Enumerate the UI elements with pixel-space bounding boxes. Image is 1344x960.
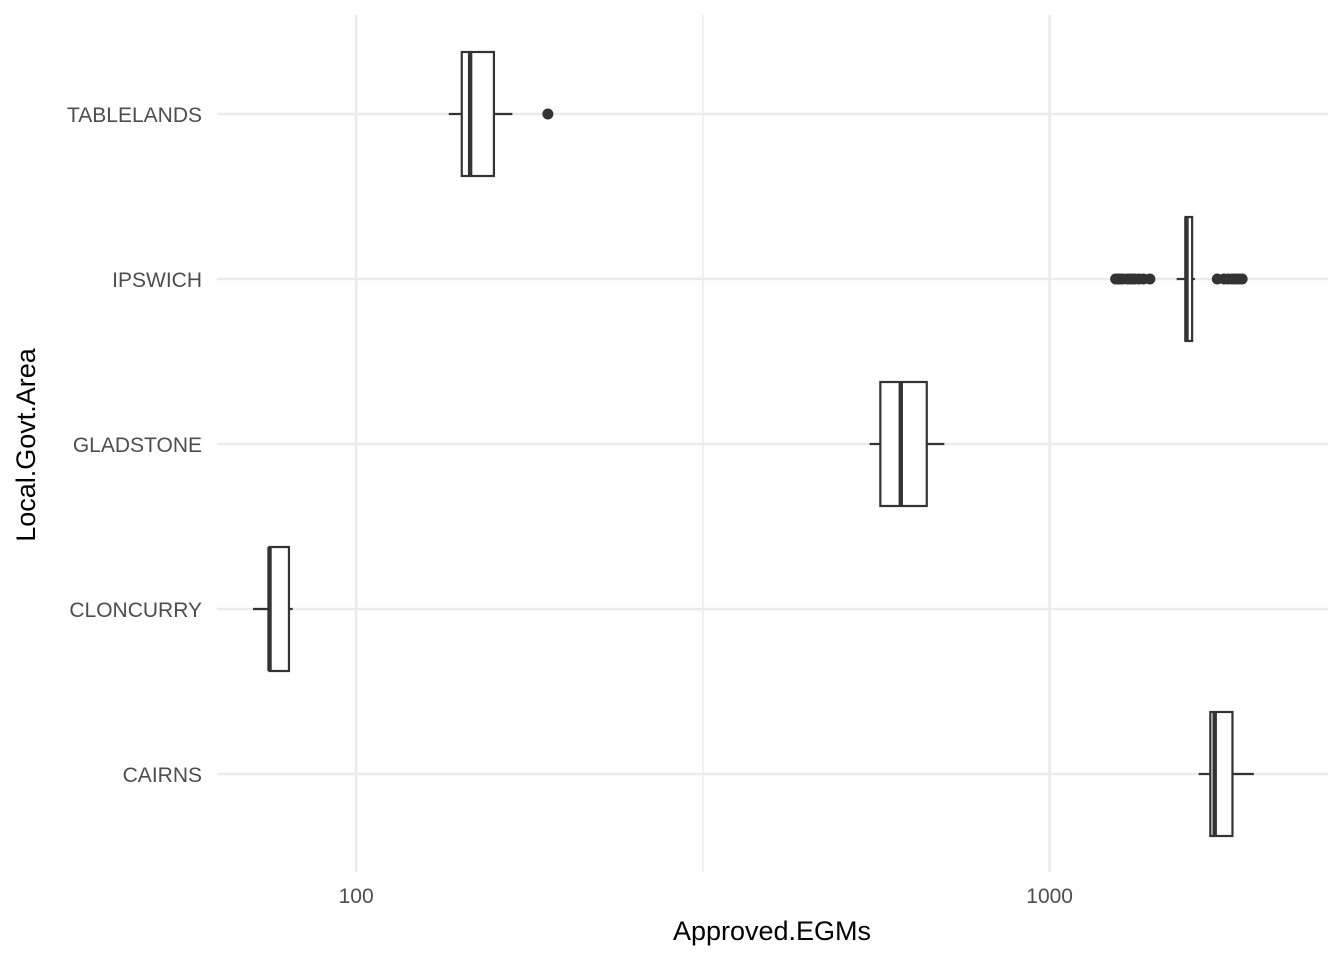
y-tick-label: IPSWICH	[112, 269, 202, 292]
iqr-box	[462, 52, 494, 176]
y-axis-title: Local.Govt.Area	[11, 347, 41, 542]
y-tick-label: CLONCURRY	[69, 599, 202, 622]
outlier-point	[542, 109, 553, 120]
x-tick-label: 100	[339, 885, 374, 908]
outlier-point	[1237, 274, 1248, 285]
grid-lines	[217, 15, 1328, 872]
box-cairns	[1199, 712, 1254, 836]
y-tick-label: CAIRNS	[123, 764, 202, 787]
x-axis-title: Approved.EGMs	[673, 916, 871, 946]
iqr-box	[880, 382, 926, 506]
box-ipswich	[1110, 217, 1248, 341]
y-tick-labels: CAIRNS CLONCURRY GLADSTONE IPSWICH TABLELAND…	[67, 104, 202, 787]
outlier-point	[1144, 274, 1155, 285]
y-tick-label: GLADSTONE	[73, 434, 202, 457]
box-gladstone	[870, 382, 945, 506]
x-tick-labels: 100 1000	[339, 885, 1073, 908]
box-cloncurry	[253, 547, 293, 671]
y-tick-label: TABLELANDS	[67, 104, 202, 127]
x-tick-label: 1000	[1026, 885, 1073, 908]
iqr-box	[270, 547, 289, 671]
